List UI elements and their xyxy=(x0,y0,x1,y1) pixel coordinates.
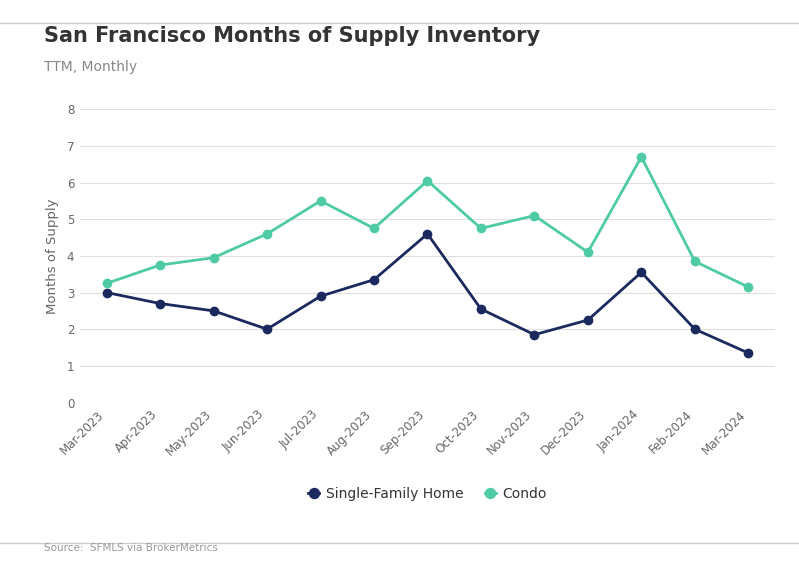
Condo xyxy=(476,225,486,232)
Y-axis label: Months of Supply: Months of Supply xyxy=(46,198,58,313)
Condo xyxy=(155,262,165,269)
Single-Family Home xyxy=(744,350,753,356)
Text: Source:  SFMLS via BrokerMetrics: Source: SFMLS via BrokerMetrics xyxy=(44,543,218,553)
Condo xyxy=(101,280,111,287)
Single-Family Home xyxy=(637,269,646,276)
Condo xyxy=(530,212,539,219)
Single-Family Home xyxy=(262,325,272,332)
Text: TTM, Monthly: TTM, Monthly xyxy=(44,60,137,74)
Single-Family Home xyxy=(423,231,432,237)
Condo xyxy=(316,197,325,204)
Condo xyxy=(369,225,379,232)
Legend: Single-Family Home, Condo: Single-Family Home, Condo xyxy=(303,481,552,507)
Condo xyxy=(744,283,753,290)
Condo xyxy=(690,258,700,265)
Single-Family Home xyxy=(101,289,111,296)
Single-Family Home xyxy=(155,300,165,307)
Condo xyxy=(423,177,432,184)
Single-Family Home xyxy=(476,305,486,312)
Condo xyxy=(209,254,218,261)
Condo xyxy=(583,249,593,256)
Single-Family Home xyxy=(209,308,218,315)
Condo xyxy=(262,231,272,237)
Single-Family Home xyxy=(583,317,593,324)
Line: Condo: Condo xyxy=(102,153,753,291)
Single-Family Home xyxy=(369,276,379,283)
Single-Family Home xyxy=(530,331,539,338)
Single-Family Home xyxy=(316,293,325,300)
Single-Family Home xyxy=(690,325,700,332)
Text: San Francisco Months of Supply Inventory: San Francisco Months of Supply Inventory xyxy=(44,26,540,46)
Condo xyxy=(637,154,646,160)
Line: Single-Family Home: Single-Family Home xyxy=(102,230,753,357)
